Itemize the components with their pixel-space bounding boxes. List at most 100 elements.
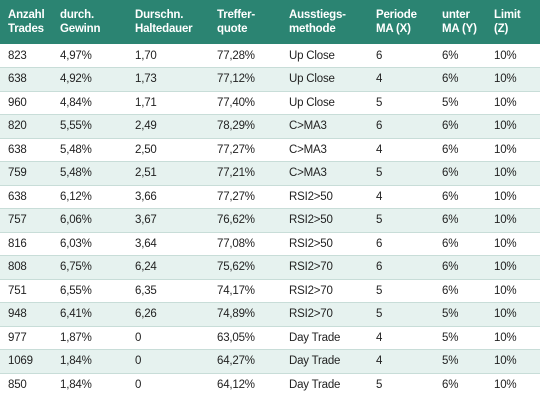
cell-haltedauer: 3,67 [127, 208, 209, 233]
cell-anzahl-trades: 751 [0, 279, 52, 303]
header-row: Anzahl Trades durch. Gewinn Durschn. Haltedau… [0, 0, 540, 44]
cell-durch-gewinn: 1,84% [60, 379, 92, 391]
cell-limit: 10% [486, 161, 540, 186]
cell-trefferquote: 74,89% [209, 302, 281, 327]
cell-trefferquote: 77,21% [209, 161, 281, 186]
cell-trefferquote: 77,08% [209, 232, 281, 256]
cell-periode: 4 [368, 67, 434, 92]
table-row: 808 6,75% 6,24 75,62% RSI2>70 6 6% 10% [0, 255, 540, 280]
cell-ausstiegsmethode: Day Trade [281, 326, 368, 350]
cell-periode: 4 [368, 185, 434, 209]
table-body: 823 4,97% 1,70 77,28% Up Close 6 6% 10% 638 4,92%… [0, 44, 540, 397]
cell-anzahl-trades: 759 [0, 161, 52, 186]
cell-limit: 10% [486, 279, 540, 303]
cell-periode: 5 [368, 91, 434, 115]
cell-trefferquote: 77,40% [209, 91, 281, 115]
cell-haltedauer: 1,71 [127, 91, 209, 115]
cell-anzahl-trades: 850 [8, 379, 27, 391]
cell-periode: 5 [368, 208, 434, 233]
cell-durch-gewinn: 6,55% [52, 279, 127, 303]
table-row: 823 4,97% 1,70 77,28% Up Close 6 6% 10% [0, 44, 540, 68]
cell-durch-gewinn: 4,97% [52, 44, 127, 68]
cell-periode: 4 [368, 138, 434, 162]
cell-haltedauer: 2,50 [127, 138, 209, 162]
cell-haltedauer: 1,70 [127, 44, 209, 68]
table-header: Anzahl Trades durch. Gewinn Durschn. Haltedau… [0, 0, 540, 44]
cell-unter-ma: 6% [434, 208, 486, 233]
cell-limit: 10% [486, 138, 540, 162]
cell-trefferquote: 63,05% [209, 326, 281, 350]
cell-periode: 5 [368, 161, 434, 186]
header-unter-ma: unter MA (Y) [434, 0, 486, 44]
cell-haltedauer: 0 [127, 326, 209, 350]
header-line-1: Periode [376, 9, 417, 21]
cell-durch-gewinn: 6,41% [52, 302, 127, 327]
cell-ausstiegsmethode: RSI2>70 [281, 279, 368, 303]
cell-anzahl-trades: 808 [0, 255, 52, 280]
cell-haltedauer: 0 [127, 349, 209, 374]
cell-limit: 10% [486, 255, 540, 280]
header-line-2: MA (Y) [442, 23, 477, 35]
cell-limit: 10% [486, 349, 540, 374]
cell-durch-gewinn: 5,48% [52, 138, 127, 162]
table-row: 948 6,41% 6,26 74,89% RSI2>70 5 5% 10% [0, 302, 540, 327]
header-line-2: MA (X) [376, 23, 411, 35]
cell-haltedauer: 3,64 [127, 232, 209, 256]
cell-ausstiegsmethode: RSI2>50 [281, 232, 368, 256]
cell-limit: 10% [486, 67, 540, 92]
table-row: 850 1,84% 0 64,12% Day Trade 5 6% 10% [0, 373, 540, 397]
header-line-1: Anzahl [8, 9, 45, 21]
cell-unter-ma: 6% [434, 114, 486, 139]
cell-haltedauer: 2,51 [127, 161, 209, 186]
cell-durch-gewinn: 4,84% [52, 91, 127, 115]
cell-limit: 10% [486, 44, 540, 68]
cell-durch-gewinn: 6,75% [52, 255, 127, 280]
cell-periode: 5 [368, 279, 434, 303]
cell-ausstiegsmethode: Day Trade [289, 379, 341, 391]
cell-ausstiegsmethode: RSI2>70 [281, 255, 368, 280]
cell-ausstiegsmethode: Up Close [281, 91, 368, 115]
cell-anzahl-trades: 638 [0, 67, 52, 92]
cell-limit: 10% [486, 91, 540, 115]
cell-periode: 5 [368, 302, 434, 327]
cell-haltedauer: 3,66 [127, 185, 209, 209]
cell-periode: 6 [368, 232, 434, 256]
cell-anzahl-trades: 816 [0, 232, 52, 256]
table-row: 638 6,12% 3,66 77,27% RSI2>50 4 6% 10% [0, 185, 540, 209]
cell-trefferquote: 76,62% [209, 208, 281, 233]
table-row: 960 4,84% 1,71 77,40% Up Close 5 5% 10% [0, 91, 540, 115]
cell-ausstiegsmethode: C>MA3 [281, 114, 368, 139]
cell-anzahl-trades: 757 [0, 208, 52, 233]
header-line-2: Gewinn [60, 23, 101, 35]
cell-unter-ma: 5% [434, 91, 486, 115]
header-line-2: Trades [8, 23, 44, 35]
cell-ausstiegsmethode: RSI2>50 [281, 185, 368, 209]
cell-durch-gewinn: 5,48% [52, 161, 127, 186]
header-line-1: Limit [494, 9, 521, 21]
cell-periode: 6 [368, 114, 434, 139]
cell-trefferquote: 64,27% [209, 349, 281, 374]
cell-haltedauer: 6,35 [127, 279, 209, 303]
cell-ausstiegsmethode: Up Close [281, 44, 368, 68]
cell-periode: 6 [368, 44, 434, 68]
cell-trefferquote: 77,27% [209, 185, 281, 209]
cell-limit: 10% [486, 302, 540, 327]
cell-trefferquote: 75,62% [209, 255, 281, 280]
cell-haltedauer: 2,49 [127, 114, 209, 139]
header-line-1: unter [442, 9, 470, 21]
table-row: 638 5,48% 2,50 77,27% C>MA3 4 6% 10% [0, 138, 540, 162]
cell-anzahl-trades: 823 [0, 44, 52, 68]
cell-unter-ma: 6% [434, 185, 486, 209]
cell-limit: 10% [486, 208, 540, 233]
cell-ausstiegsmethode: RSI2>70 [281, 302, 368, 327]
cell-trefferquote: 77,27% [209, 138, 281, 162]
cell-durch-gewinn: 6,03% [52, 232, 127, 256]
cell-unter-ma: 6% [434, 279, 486, 303]
cell-trefferquote: 64,12% [217, 379, 255, 391]
cell-durch-gewinn: 4,92% [52, 67, 127, 92]
cell-unter-ma: 5% [434, 326, 486, 350]
cell-trefferquote: 77,12% [209, 67, 281, 92]
cell-periode: 6 [368, 255, 434, 280]
cell-periode: 4 [368, 326, 434, 350]
